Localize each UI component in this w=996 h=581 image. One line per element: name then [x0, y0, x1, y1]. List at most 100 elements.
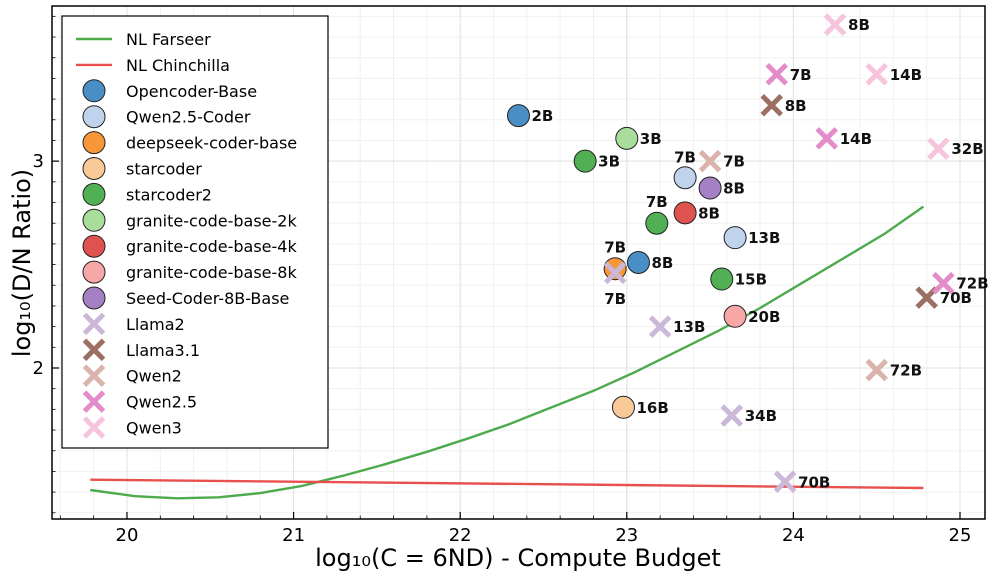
point-qwen3	[823, 13, 847, 36]
x-tick-label: 21	[282, 525, 305, 546]
point-qwen3	[927, 137, 950, 160]
point-qwen2-5	[815, 127, 838, 150]
point-granite-code-base-8k	[723, 304, 747, 328]
x-axis-label: log₁₀(C = 6ND) - Compute Budget	[315, 544, 721, 572]
points-layer	[507, 13, 955, 494]
point-label-qwen2: 7B	[723, 153, 745, 171]
point-label-starcoder2: 7B	[646, 193, 668, 211]
cross-stroke	[82, 416, 106, 439]
legend-swatch-deepseek-coder-base	[82, 131, 106, 155]
cross-stroke	[698, 149, 722, 173]
legend-label-opencoder-base: Opencoder-Base	[126, 82, 257, 101]
point-label-llama2: 34B	[745, 407, 777, 425]
point-deepseek-coder-base	[603, 257, 627, 281]
point-labels-layer: 2B 8B 7B 13B 7B 16B 3B 7B 15B 3B 8B 20B 8B 7B 13B 34B 70…	[532, 16, 989, 491]
legend-swatch-qwen3	[82, 416, 106, 439]
legend-swatch-llama3-1	[82, 338, 106, 362]
legend-swatch-starcoder	[82, 157, 106, 180]
point-label-opencoder-base: 8B	[651, 254, 673, 272]
cross-stroke	[823, 13, 847, 36]
point-label-granite-code-base-4k: 8B	[698, 204, 720, 222]
point-label-llama2: 13B	[673, 318, 705, 336]
legend-swatch-llama2	[82, 312, 106, 336]
point-label-granite-code-base-8k: 20B	[748, 308, 780, 326]
x-tick-label: 24	[782, 525, 805, 546]
point-label-starcoder: 16B	[636, 399, 668, 417]
point-starcoder	[611, 395, 635, 419]
x-tick-label: 20	[116, 525, 139, 546]
point-starcoder2	[573, 149, 597, 173]
legend-label-starcoder2: starcoder2	[126, 185, 212, 204]
legend-label-qwen2: Qwen2	[126, 367, 182, 386]
point-qwen2-5	[765, 62, 789, 86]
point-llama3-1	[760, 94, 784, 117]
legend-swatch-qwen2	[82, 364, 106, 387]
x-tick-label: 23	[615, 525, 638, 546]
cross-stroke	[82, 364, 106, 387]
point-label-qwen2-5: 14B	[840, 130, 872, 148]
legend-swatch-opencoder-base	[82, 79, 106, 103]
cross-stroke	[82, 390, 106, 413]
y-axis-label: log₁₀(D/N Ratio)	[8, 169, 36, 357]
legend-box	[61, 15, 329, 449]
legend-label-qwen2-5-coder: Qwen2.5-Coder	[126, 108, 251, 127]
plot-frame	[51, 5, 986, 520]
y-tick-label: 3	[33, 151, 44, 172]
point-qwen2	[865, 358, 888, 382]
point-label-llama3-1: 70B	[940, 289, 972, 307]
legend-label-qwen3: Qwen3	[126, 419, 182, 438]
cross-stroke	[82, 338, 106, 362]
legend-label-starcoder: starcoder	[126, 160, 202, 179]
point-label-qwen2-5: 72B	[956, 275, 988, 293]
legend-label-granite-code-base-4k: granite-code-base-4k	[126, 237, 297, 256]
cross-stroke	[927, 137, 950, 160]
cross-stroke	[773, 470, 797, 494]
cross-stroke	[82, 312, 106, 336]
cross-stroke	[720, 404, 744, 427]
point-label-granite-code-base-2k: 3B	[640, 130, 662, 148]
point-starcoder2	[710, 267, 734, 291]
point-qwen2-5	[932, 271, 955, 295]
cross-stroke	[932, 271, 955, 295]
point-qwen2	[698, 149, 722, 173]
point-label-opencoder-base: 2B	[532, 107, 554, 125]
point-granite-code-base-4k	[673, 201, 697, 225]
point-label-llama3-1: 8B	[785, 97, 807, 115]
legend-swatch-granite-code-base-8k	[82, 260, 106, 284]
legend-label-granite-code-base-2k: granite-code-base-2k	[126, 211, 297, 230]
point-granite-code-base-2k	[615, 126, 639, 150]
point-label-qwen2-5-coder: 13B	[748, 229, 780, 247]
point-label-qwen3: 8B	[848, 16, 870, 34]
curves-layer	[90, 205, 925, 500]
cross-stroke	[765, 62, 789, 86]
legend-label-seed-coder-8b-base: Seed-Coder-8B-Base	[126, 289, 289, 308]
legend: NL Farseer NL Chinchilla Opencoder-Base Qwe…	[61, 15, 329, 449]
point-label-qwen3: 32B	[951, 140, 983, 158]
cross-stroke	[760, 94, 784, 117]
x-tick-label: 22	[449, 525, 472, 546]
point-opencoder-base	[507, 104, 530, 128]
point-label-qwen3: 14B	[890, 66, 922, 84]
legend-swatch-starcoder2	[82, 182, 106, 206]
point-starcoder2	[645, 211, 669, 235]
point-seed-coder-8b-base	[698, 176, 722, 200]
x-tick-label: 25	[949, 525, 972, 546]
legend-swatch-qwen2-5	[82, 390, 106, 413]
cross-stroke	[603, 261, 627, 285]
y-tick-label: 2	[33, 358, 44, 379]
legend-label-llama3-1: Llama3.1	[126, 341, 200, 360]
point-opencoder-base	[626, 251, 650, 274]
point-llama2	[720, 404, 744, 427]
legend-label-nl-farseer: NL Farseer	[126, 30, 211, 49]
legend-label-granite-code-base-8k: granite-code-base-8k	[126, 263, 297, 282]
legend-swatch-granite-code-base-2k	[82, 208, 106, 232]
point-llama2	[603, 261, 627, 285]
cross-stroke	[648, 315, 672, 338]
point-qwen2-5-coder	[673, 166, 697, 190]
legend-label-llama2: Llama2	[126, 315, 185, 334]
point-qwen2-5-coder	[723, 226, 747, 250]
legend-label-deepseek-coder-base: deepseek-coder-base	[126, 134, 297, 153]
legend-swatch-seed-coder-8b-base	[82, 286, 106, 310]
